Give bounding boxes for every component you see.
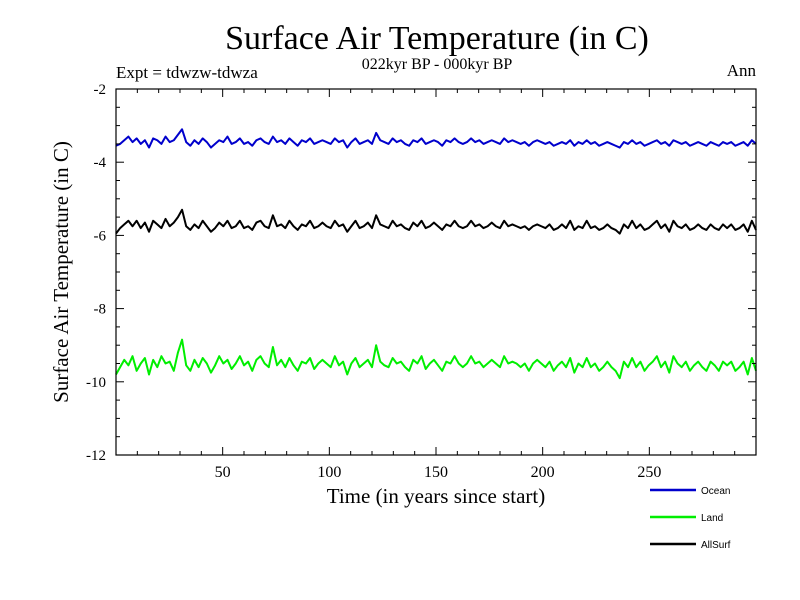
x-axis-label: Time (in years since start) <box>327 484 546 508</box>
y-tick-label: -8 <box>94 302 107 318</box>
legend-label-allsurf: AllSurf <box>701 540 731 551</box>
x-tick-label: 250 <box>637 464 661 481</box>
series-line-ocean <box>115 128 757 149</box>
y-tick-label: -4 <box>94 155 107 171</box>
y-axis-label: Surface Air Temperature (in C) <box>49 141 73 403</box>
x-tick-label: 50 <box>215 464 231 481</box>
x-tick-label: 200 <box>531 464 555 481</box>
y-tick-label: -10 <box>86 375 106 391</box>
chart-subtitle: 022kyr BP - 000kyr BP <box>362 56 513 73</box>
x-tick-label: 150 <box>424 464 448 481</box>
series-line-allsurf <box>115 208 757 235</box>
y-tick-label: -2 <box>94 82 107 98</box>
legend: Ocean Land AllSurf <box>650 486 731 551</box>
x-tick-label: 100 <box>317 464 341 481</box>
y-tick-label: -6 <box>94 228 107 244</box>
y-tick-label: -12 <box>86 448 106 464</box>
period-label: Ann <box>727 61 757 80</box>
series-line-land <box>115 338 757 380</box>
legend-label-land: Land <box>701 513 723 524</box>
legend-label-ocean: Ocean <box>701 486 730 497</box>
experiment-label: Expt = tdwzw-tdwza <box>116 63 258 82</box>
chart-title: Surface Air Temperature (in C) <box>225 20 649 57</box>
